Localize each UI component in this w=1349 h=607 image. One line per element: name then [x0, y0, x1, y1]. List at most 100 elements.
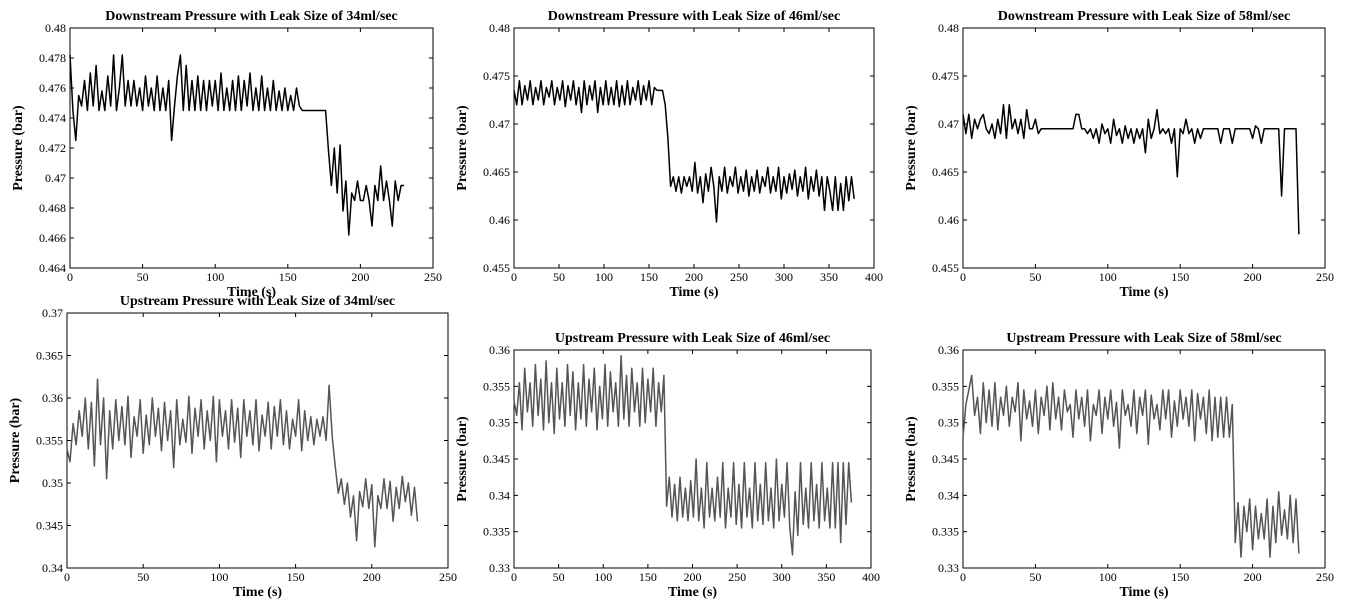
y-tick-label: 0.34	[42, 561, 63, 575]
y-tick-label: 0.476	[39, 81, 66, 95]
x-axis-label: Time (s)	[227, 285, 276, 300]
x-tick-label: 150	[1171, 570, 1189, 584]
x-tick-label: 0	[67, 270, 73, 284]
y-axis-label: Pressure (bar)	[8, 397, 23, 483]
x-tick-label: 200	[1244, 270, 1262, 284]
x-tick-label: 100	[206, 270, 224, 284]
x-tick-label: 150	[287, 570, 305, 584]
x-axis-label: Time (s)	[668, 585, 717, 600]
y-tick-label: 0.47	[45, 171, 66, 185]
y-tick-label: 0.478	[39, 51, 66, 65]
y-tick-label: 0.466	[39, 231, 66, 245]
y-tick-label: 0.345	[36, 519, 63, 533]
x-tick-label: 250	[728, 570, 746, 584]
x-tick-label: 50	[1029, 570, 1041, 584]
x-tick-label: 200	[363, 570, 381, 584]
x-tick-label: 0	[511, 570, 517, 584]
x-tick-label: 50	[137, 570, 149, 584]
series-line	[962, 374, 1300, 558]
y-tick-label: 0.468	[39, 201, 66, 215]
x-tick-label: 250	[1316, 570, 1334, 584]
y-tick-label: 0.355	[932, 379, 959, 393]
y-tick-label: 0.35	[42, 476, 63, 490]
x-tick-label: 0	[511, 270, 517, 284]
x-tick-label: 50	[137, 270, 149, 284]
y-tick-label: 0.36	[938, 343, 959, 357]
y-tick-label: 0.455	[483, 261, 510, 275]
y-axis-label: Pressure (bar)	[904, 416, 919, 502]
y-tick-label: 0.48	[489, 21, 510, 35]
x-tick-label: 100	[594, 570, 612, 584]
y-tick-label: 0.335	[483, 525, 510, 539]
x-tick-label: 200	[684, 570, 702, 584]
plot-frame	[513, 27, 875, 269]
y-tick-label: 0.465	[932, 165, 959, 179]
y-tick-label: 0.35	[489, 416, 510, 430]
x-tick-label: 50	[1029, 270, 1041, 284]
y-tick-label: 0.355	[483, 379, 510, 393]
x-tick-label: 400	[862, 570, 880, 584]
chart-title: Upstream Pressure with Leak Size of 34ml…	[120, 294, 395, 309]
y-tick-label: 0.335	[932, 525, 959, 539]
y-tick-label: 0.34	[938, 488, 959, 502]
series-line	[66, 378, 419, 548]
subplot-3: 0 50 100 150 200 250 0.455 0.46 0.465 0.47 0.475 0.…	[904, 9, 1334, 300]
chart-title: Upstream Pressure with Leak Size of 46ml…	[555, 331, 830, 346]
y-tick-label: 0.48	[938, 21, 959, 35]
x-tick-label: 200	[685, 270, 703, 284]
y-tick-label: 0.345	[483, 452, 510, 466]
x-tick-label: 100	[595, 270, 613, 284]
y-tick-label: 0.355	[36, 434, 63, 448]
y-axis-label: Pressure (bar)	[455, 105, 470, 191]
y-tick-label: 0.36	[42, 391, 63, 405]
chart-title: Upstream Pressure with Leak Size of 58ml…	[1006, 331, 1281, 346]
y-tick-label: 0.475	[483, 69, 510, 83]
subplot-2: 0 50 100 150 200 250 300 350 400 0.455 0.46 0.465 0.…	[455, 9, 883, 300]
x-tick-label: 150	[1171, 270, 1189, 284]
y-tick-label: 0.37	[42, 306, 63, 320]
subplot-1: 0 50 100 150 200 250 0.464 0.466 0.468 0.47 0.472 0…	[11, 9, 442, 300]
x-axis-label: Time (s)	[669, 285, 718, 300]
y-tick-label: 0.475	[932, 69, 959, 83]
plot-frame	[69, 27, 434, 269]
x-tick-label: 100	[1099, 570, 1117, 584]
series-line	[513, 80, 855, 223]
chart-title: Downstream Pressure with Leak Size of 34…	[105, 9, 397, 24]
series-line	[513, 355, 853, 556]
y-axis-label: Pressure (bar)	[11, 105, 26, 191]
x-tick-label: 50	[553, 570, 565, 584]
y-tick-label: 0.455	[932, 261, 959, 275]
y-tick-label: 0.472	[39, 141, 66, 155]
x-tick-label: 100	[1099, 270, 1117, 284]
subplot-5: 0 50 100 150 200 250 300 350 400 0.33 0.335 0.34 0.3…	[455, 331, 880, 600]
y-tick-label: 0.34	[489, 488, 510, 502]
y-tick-label: 0.33	[938, 561, 959, 575]
x-tick-label: 200	[351, 270, 369, 284]
x-tick-label: 250	[424, 270, 442, 284]
chart-title: Downstream Pressure with Leak Size of 46…	[548, 9, 840, 24]
plot-frame	[962, 27, 1326, 269]
y-tick-label: 0.47	[938, 117, 959, 131]
x-tick-label: 150	[640, 270, 658, 284]
y-tick-label: 0.474	[39, 111, 66, 125]
y-tick-label: 0.35	[938, 416, 959, 430]
x-tick-label: 0	[960, 570, 966, 584]
y-axis-label: Pressure (bar)	[904, 105, 919, 191]
series-line	[962, 104, 1300, 235]
x-tick-label: 400	[865, 270, 883, 284]
x-tick-label: 300	[773, 570, 791, 584]
y-tick-label: 0.47	[489, 117, 510, 131]
y-tick-label: 0.46	[489, 213, 510, 227]
plot-frame	[513, 349, 872, 569]
x-axis-label: Time (s)	[233, 585, 282, 600]
x-axis-label: Time (s)	[1119, 585, 1168, 600]
subplot-4: 0 50 100 150 200 250 0.34 0.345 0.35 0.355 0.36 0.3…	[8, 294, 457, 600]
y-tick-label: 0.345	[932, 452, 959, 466]
x-tick-label: 0	[960, 270, 966, 284]
x-tick-label: 350	[820, 270, 838, 284]
y-tick-label: 0.464	[39, 261, 66, 275]
x-tick-label: 150	[279, 270, 297, 284]
x-tick-label: 200	[1244, 570, 1262, 584]
